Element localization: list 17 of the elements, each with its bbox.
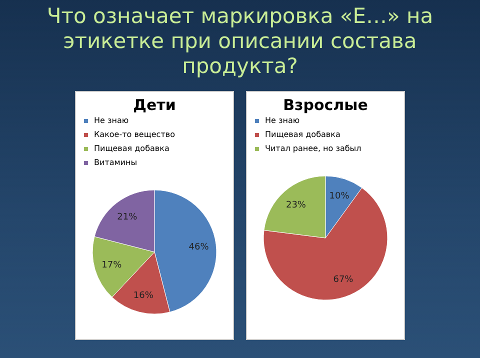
data-label: 21% bbox=[117, 212, 138, 223]
data-label: 23% bbox=[286, 200, 306, 211]
chart-title: Дети bbox=[133, 96, 176, 114]
data-label: 46% bbox=[188, 242, 210, 252]
data-label: 16% bbox=[133, 291, 154, 302]
text: Что означает маркировка «Е…» на этикетке при описании состава продукта? bbox=[46, 4, 434, 80]
data-label: 67% bbox=[333, 274, 354, 285]
legend-label: Пищевая добавка bbox=[265, 130, 340, 139]
legend-label: Какое-то вещество bbox=[94, 130, 176, 139]
legend-label: Пищевая добавка bbox=[94, 144, 170, 153]
data-label: 10% bbox=[329, 192, 350, 202]
legend-label: Не знаю bbox=[265, 116, 300, 125]
legend-label: Витамины bbox=[94, 158, 138, 167]
legend-label: Не знаю bbox=[94, 116, 129, 125]
legend-label: Читал ранее, но забыл bbox=[265, 144, 362, 153]
data-label: 17% bbox=[102, 260, 122, 270]
chart-title: Взрослые bbox=[283, 96, 368, 114]
